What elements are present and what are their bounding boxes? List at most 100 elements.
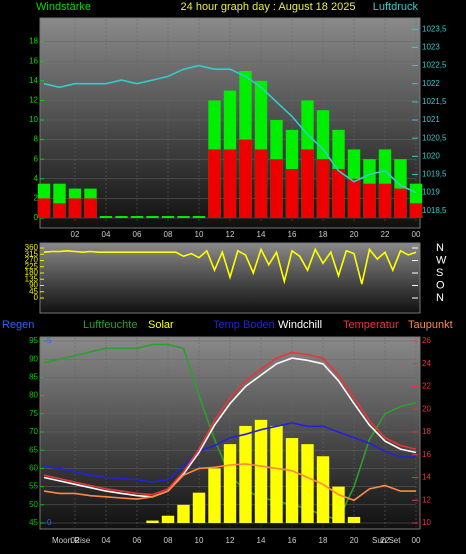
bar xyxy=(146,216,159,218)
bar xyxy=(53,203,66,218)
yticks-label: 12 xyxy=(29,96,38,105)
line xyxy=(43,422,416,483)
x-tick-label: 18 xyxy=(319,536,328,545)
yticks-label: 90 xyxy=(29,354,38,363)
yticks-label: 75 xyxy=(29,409,38,418)
legend-entry: Solar xyxy=(148,319,174,331)
legend-entry: Luftfeuchte xyxy=(83,319,137,331)
bar xyxy=(68,198,82,218)
yticks-label: 225 xyxy=(25,262,39,271)
y2ticks-label: 1020 xyxy=(422,151,440,160)
x-tick-label: 04 xyxy=(102,536,111,545)
x-tick-label: 10 xyxy=(195,536,204,545)
x-tick-label: 12 xyxy=(226,536,235,545)
bar xyxy=(192,216,206,218)
y2ticks-label: 26 xyxy=(422,336,431,345)
y2-axis-title: Luftdruck xyxy=(373,1,419,13)
x-tick-label: 14 xyxy=(257,230,266,239)
y4-tick-label: 0 xyxy=(47,518,52,527)
yticks-label: 135 xyxy=(25,274,39,283)
x-tick-label: 04 xyxy=(102,230,111,239)
bar xyxy=(208,468,221,523)
yticks-label: 270 xyxy=(25,256,39,265)
y4-tick-label: 5 xyxy=(47,336,52,345)
bar xyxy=(130,216,144,218)
bar xyxy=(254,419,268,523)
bar xyxy=(37,198,51,218)
yticks-label: 8 xyxy=(34,135,39,144)
legend-entry: Temp Boden xyxy=(213,319,275,331)
bar xyxy=(285,438,299,523)
annotation: Moon Rise xyxy=(52,536,91,545)
legend-entry: Regen xyxy=(2,319,34,331)
bar xyxy=(270,159,283,218)
bar xyxy=(316,456,330,523)
y2ticks-label: O xyxy=(436,279,445,291)
yticks-label: 65 xyxy=(29,445,38,454)
bar xyxy=(239,139,252,218)
bar xyxy=(239,425,252,523)
yticks-label: 6 xyxy=(34,154,39,163)
x-tick-label: 02 xyxy=(71,536,80,545)
bar xyxy=(115,216,128,218)
bar xyxy=(223,149,237,218)
yticks-label: 14 xyxy=(29,76,38,85)
line xyxy=(43,64,417,194)
bar xyxy=(301,444,314,523)
yticks-label: 85 xyxy=(29,373,38,382)
yticks-label: 360 xyxy=(25,243,39,252)
yticks-label: 4 xyxy=(34,174,39,183)
y2ticks-label: 22 xyxy=(422,382,431,391)
y2ticks-label: 24 xyxy=(422,359,431,368)
y2ticks-label: 20 xyxy=(422,404,431,413)
yticks-label: 0 xyxy=(34,293,39,302)
bar xyxy=(84,198,97,218)
x-tick-label: 22 xyxy=(381,536,390,545)
bar xyxy=(347,516,361,523)
y2ticks-label: 10 xyxy=(422,518,431,527)
bar xyxy=(301,149,314,218)
yticks-label: 2 xyxy=(34,194,39,203)
y2ticks-label: 1019,5 xyxy=(422,170,447,179)
yticks-label: 50 xyxy=(29,500,38,509)
yticks-label: 45 xyxy=(29,287,38,296)
line xyxy=(43,463,416,502)
y2ticks-label: 18 xyxy=(422,427,431,436)
yticks-label: 60 xyxy=(29,464,38,473)
yticks-label: 90 xyxy=(29,281,38,290)
x-tick-label: 00 xyxy=(412,230,421,239)
chart-title: 24 hour graph day : August 18 2025 xyxy=(181,1,356,13)
x-tick-label: 16 xyxy=(288,536,297,545)
x-tick-label: 08 xyxy=(164,536,173,545)
x-tick-label: 18 xyxy=(319,230,328,239)
yticks-label: 0 xyxy=(34,213,39,222)
bar xyxy=(192,492,206,523)
yticks-label: 80 xyxy=(29,391,38,400)
y2ticks-label: 12 xyxy=(422,495,431,504)
y-axis-title: Windstärke xyxy=(36,1,91,13)
line xyxy=(43,247,417,285)
y2ticks-label: 1021,5 xyxy=(422,97,447,106)
bar xyxy=(332,169,345,218)
bar xyxy=(254,149,268,218)
yticks-label: 45 xyxy=(29,518,38,527)
legend-entry: Taupunkt xyxy=(408,319,453,331)
y2ticks-label: 1019 xyxy=(422,188,440,197)
y2ticks-label: 1023 xyxy=(422,43,440,52)
bar xyxy=(161,216,175,218)
yticks-label: 180 xyxy=(25,268,39,277)
bar xyxy=(394,188,407,218)
x-tick-label: 20 xyxy=(350,230,359,239)
y2ticks-label: N xyxy=(436,292,444,304)
yticks-label: 10 xyxy=(29,115,38,124)
yticks-label: 95 xyxy=(29,336,38,345)
bar xyxy=(378,183,392,218)
bar xyxy=(223,444,237,523)
bar xyxy=(285,169,299,218)
bar xyxy=(347,178,361,218)
x-tick-label: 02 xyxy=(71,230,80,239)
bar xyxy=(208,149,221,218)
bar xyxy=(409,203,423,218)
annotation: Sun Set xyxy=(372,536,401,545)
